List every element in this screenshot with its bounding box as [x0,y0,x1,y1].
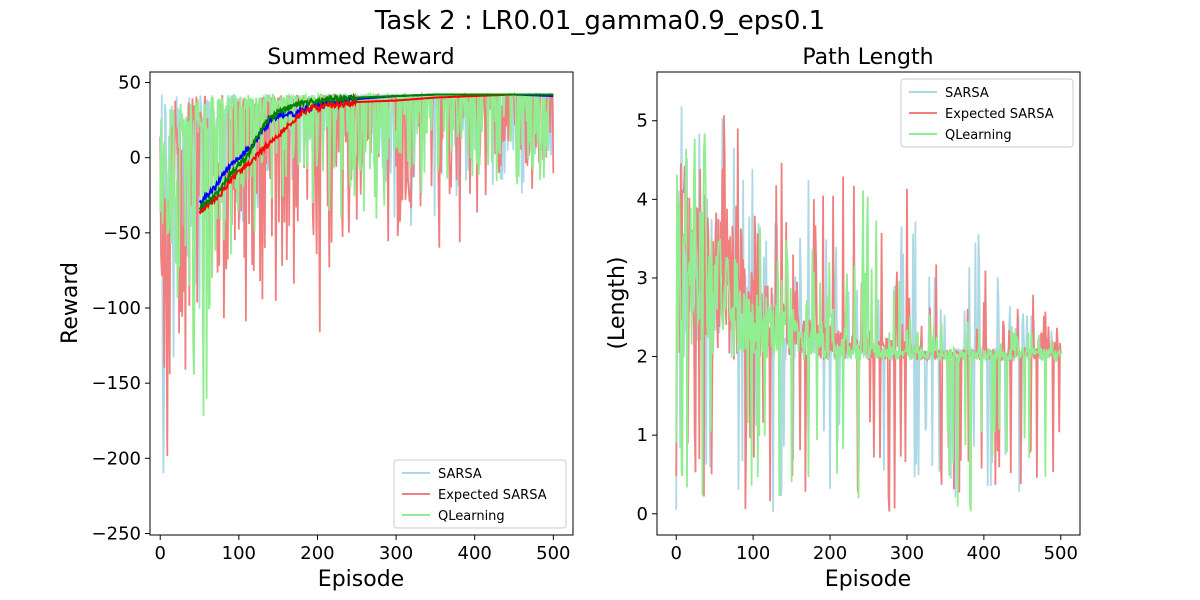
figure-title: Task 2 : LR0.01_gamma0.9_eps0.1 [374,6,826,36]
legend: SARSA Expected SARSA QLearning [393,459,567,529]
legend-label-expected_sarsa: Expected SARSA [438,488,547,503]
series-line-qlearning [675,133,1062,512]
y-tick-label: −150 [92,373,141,394]
x-tick-label: 0 [671,543,682,564]
y-tick-label: 50 [118,73,141,94]
legend-label-expected_sarsa: Expected SARSA [945,107,1054,122]
x-tick-label: 200 [813,543,847,564]
y-tick-label: −100 [92,298,141,319]
series-group [675,106,1062,512]
y-tick-label: −200 [92,448,141,469]
x-axis-label-reward: Episode [318,567,404,592]
panel-path-length: Path Length Episode (Length) 0 100 200 300 4… [605,45,1081,592]
plot-area: 0 100 200 300 400 500500−50−100−150−200−250SA… [92,71,574,564]
x-tick-label: 0 [154,543,165,564]
legend-label-sarsa: SARSA [945,86,989,101]
x-tick-label: 200 [300,543,334,564]
panel-summed-reward: Summed Reward Episode Reward 0 100 200 300 4… [58,45,574,592]
plot-area: 0 100 200 300 400 500 0 1 2 3 4 5 SARSA Expected SARS… [637,71,1081,564]
x-tick-label: 500 [536,543,570,564]
y-tick-label: 3 [637,268,648,289]
legend-box [900,78,1074,148]
panel-title-summed-reward: Summed Reward [267,45,454,70]
x-tick-label: 400 [967,543,1001,564]
x-tick-label: 300 [890,543,924,564]
y-tick-label: 4 [637,189,648,210]
x-tick-label: 100 [222,543,256,564]
panel-title-path-length: Path Length [802,45,933,70]
y-tick-label: 2 [637,347,648,368]
plot-frame [149,71,574,536]
series-line-qlearning [159,91,554,416]
x-axis-label-length: Episode [825,567,911,592]
y-tick-label: 1 [637,425,648,446]
x-tick-label: 500 [1044,543,1078,564]
x-tick-label: 400 [458,543,492,564]
legend-box [393,459,567,529]
moving-average-line-qlearning_avg [198,92,554,212]
y-tick-label: −250 [92,523,141,544]
legend-label-qlearning: QLearning [438,509,505,524]
legend-label-sarsa: SARSA [438,467,482,482]
y-axis-label-reward: Reward [58,262,83,344]
x-tick-label: 100 [736,543,770,564]
plot-frame [656,71,1081,536]
y-tick-label: −50 [103,223,141,244]
y-tick-label: 0 [130,148,141,169]
y-tick-label: 5 [637,111,648,132]
y-tick-label: 0 [637,504,648,525]
legend-label-qlearning: QLearning [945,128,1012,143]
y-axis-label-length: (Length) [605,256,630,349]
series-group [159,91,555,474]
x-tick-label: 300 [379,543,413,564]
legend: SARSA Expected SARSA QLearning [900,78,1074,148]
